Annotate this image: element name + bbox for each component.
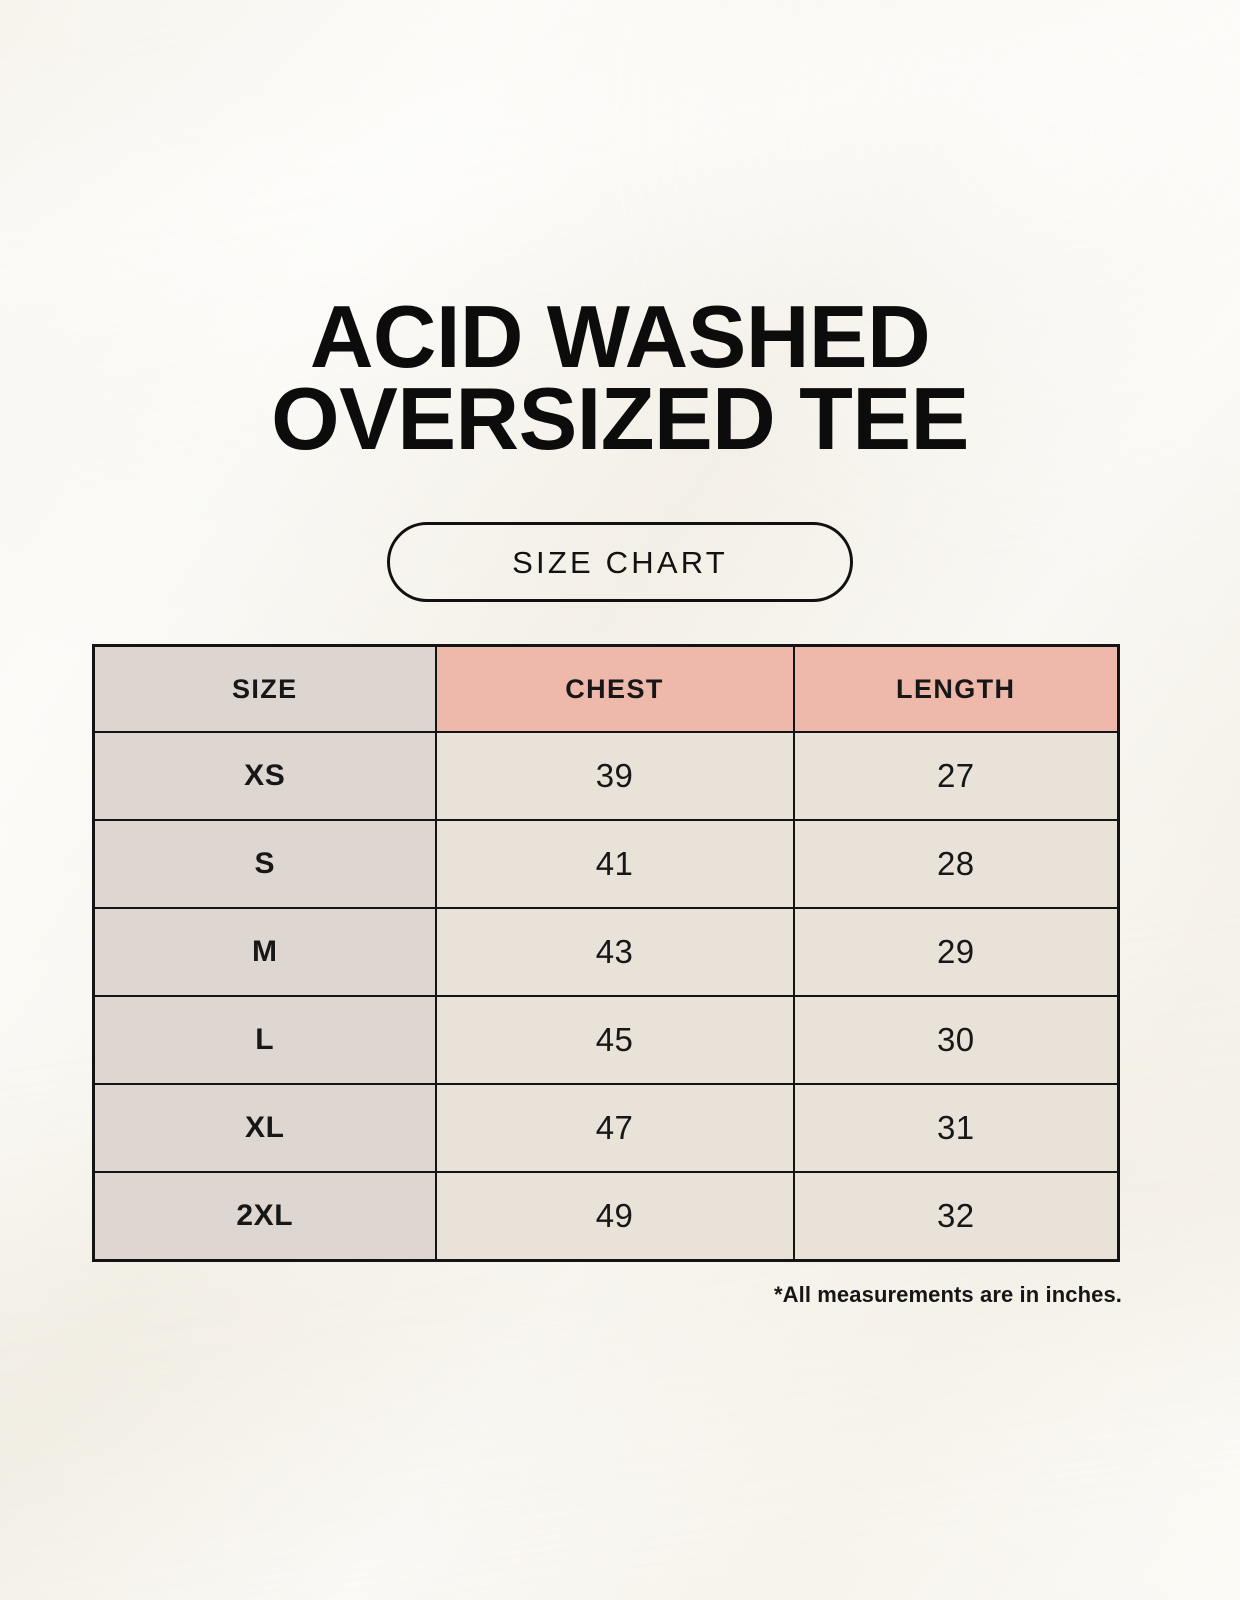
cell-length: 27 xyxy=(792,731,1120,821)
table-row: XL 47 31 xyxy=(92,1083,1120,1173)
cell-chest: 43 xyxy=(434,907,795,997)
cell-size: S xyxy=(92,819,437,909)
column-header-length: LENGTH xyxy=(792,644,1120,733)
cell-length: 32 xyxy=(792,1171,1120,1262)
cell-length: 29 xyxy=(792,907,1120,997)
table-row: M 43 29 xyxy=(92,907,1120,997)
table-header-row: SIZE CHEST LENGTH xyxy=(92,644,1120,733)
cell-length: 30 xyxy=(792,995,1120,1085)
cell-chest: 39 xyxy=(434,731,795,821)
cell-chest: 47 xyxy=(434,1083,795,1173)
table-row: 2XL 49 32 xyxy=(92,1171,1120,1262)
cell-size: L xyxy=(92,995,437,1085)
column-header-size: SIZE xyxy=(92,644,437,733)
cell-chest: 41 xyxy=(434,819,795,909)
cell-size: M xyxy=(92,907,437,997)
size-chart-table-container: SIZE CHEST LENGTH XS 39 27 S 41 28 M xyxy=(92,644,1120,1262)
table-row: S 41 28 xyxy=(92,819,1120,909)
size-chart-badge-container: SIZE CHART xyxy=(0,522,1240,602)
cell-size: XS xyxy=(92,731,437,821)
cell-size: XL xyxy=(92,1083,437,1173)
table-row: XS 39 27 xyxy=(92,731,1120,821)
cell-size: 2XL xyxy=(92,1171,437,1262)
table-row: L 45 30 xyxy=(92,995,1120,1085)
column-header-chest: CHEST xyxy=(434,644,795,733)
page-title-line-2: OVERSIZED TEE xyxy=(271,369,969,468)
size-chart-badge: SIZE CHART xyxy=(387,522,853,602)
cell-chest: 49 xyxy=(434,1171,795,1262)
cell-length: 28 xyxy=(792,819,1120,909)
measurement-units-footnote: *All measurements are in inches. xyxy=(773,1282,1122,1307)
table-body: XS 39 27 S 41 28 M 43 29 L 45 30 xyxy=(92,731,1120,1262)
page-title: ACID WASHED OVERSIZED TEE xyxy=(0,287,1240,468)
page-title-line-1: ACID WASHED xyxy=(309,287,931,386)
cell-length: 31 xyxy=(792,1083,1120,1173)
cell-chest: 45 xyxy=(434,995,795,1085)
size-chart-table: SIZE CHEST LENGTH XS 39 27 S 41 28 M xyxy=(92,644,1120,1262)
